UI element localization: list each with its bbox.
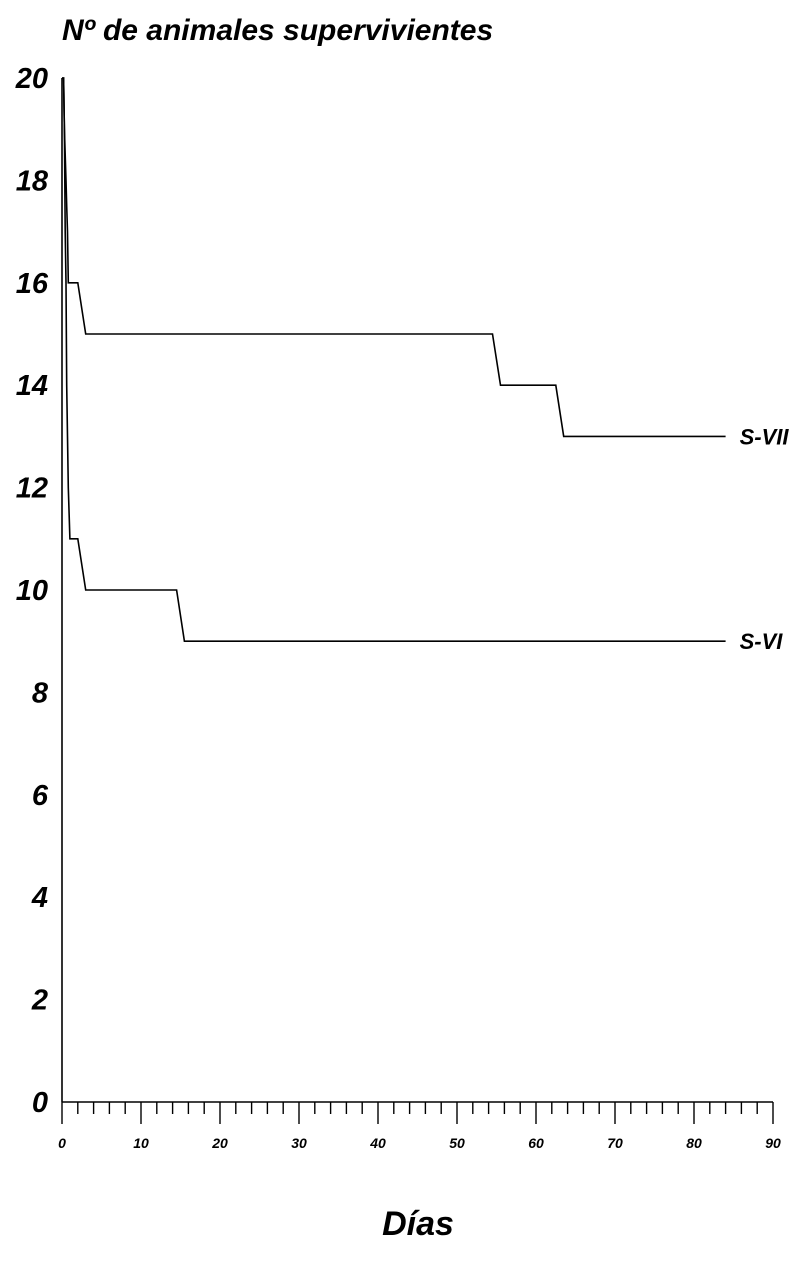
x-tick-label: 50 — [449, 1135, 465, 1151]
y-tick-label: 6 — [32, 780, 49, 812]
series-lines — [62, 77, 726, 643]
y-tick-label: 0 — [32, 1087, 48, 1119]
x-tick-label: 70 — [607, 1135, 623, 1151]
y-tick-label: 16 — [16, 268, 49, 300]
x-axis-ticks: 0 10 20 30 40 50 60 70 80 90 — [58, 1102, 781, 1151]
y-tick-label: 14 — [16, 370, 48, 402]
x-tick-label: 80 — [686, 1135, 702, 1151]
series-label-s-vii: S-VII — [740, 424, 790, 449]
x-tick-label: 40 — [369, 1135, 386, 1151]
x-tick-label: 30 — [291, 1135, 307, 1151]
x-tick-label: 10 — [133, 1135, 149, 1151]
y-tick-label: 18 — [16, 165, 49, 197]
x-tick-label: 0 — [58, 1135, 66, 1151]
series-labels: S-VII S-VI — [740, 424, 790, 654]
x-tick-label: 60 — [528, 1135, 544, 1151]
y-tick-label: 12 — [16, 473, 48, 505]
series-label-s-vi: S-VI — [740, 629, 784, 654]
x-tick-label: 90 — [765, 1135, 781, 1151]
y-axis-ticks: 0 2 4 6 8 10 12 14 16 18 20 — [15, 63, 49, 1119]
y-tick-label: 20 — [15, 63, 48, 95]
series-line-s-vi — [62, 77, 726, 643]
y-tick-label: 10 — [16, 575, 48, 607]
chart-title: Nº de animales supervivientes — [62, 14, 493, 47]
x-tick-label: 20 — [211, 1135, 228, 1151]
series-line-s-vii — [62, 77, 726, 438]
y-tick-label: 2 — [31, 985, 48, 1017]
y-tick-label: 8 — [32, 677, 49, 709]
y-tick-label: 4 — [31, 882, 48, 914]
axes — [61, 78, 773, 1103]
x-axis-label: Días — [382, 1205, 454, 1243]
